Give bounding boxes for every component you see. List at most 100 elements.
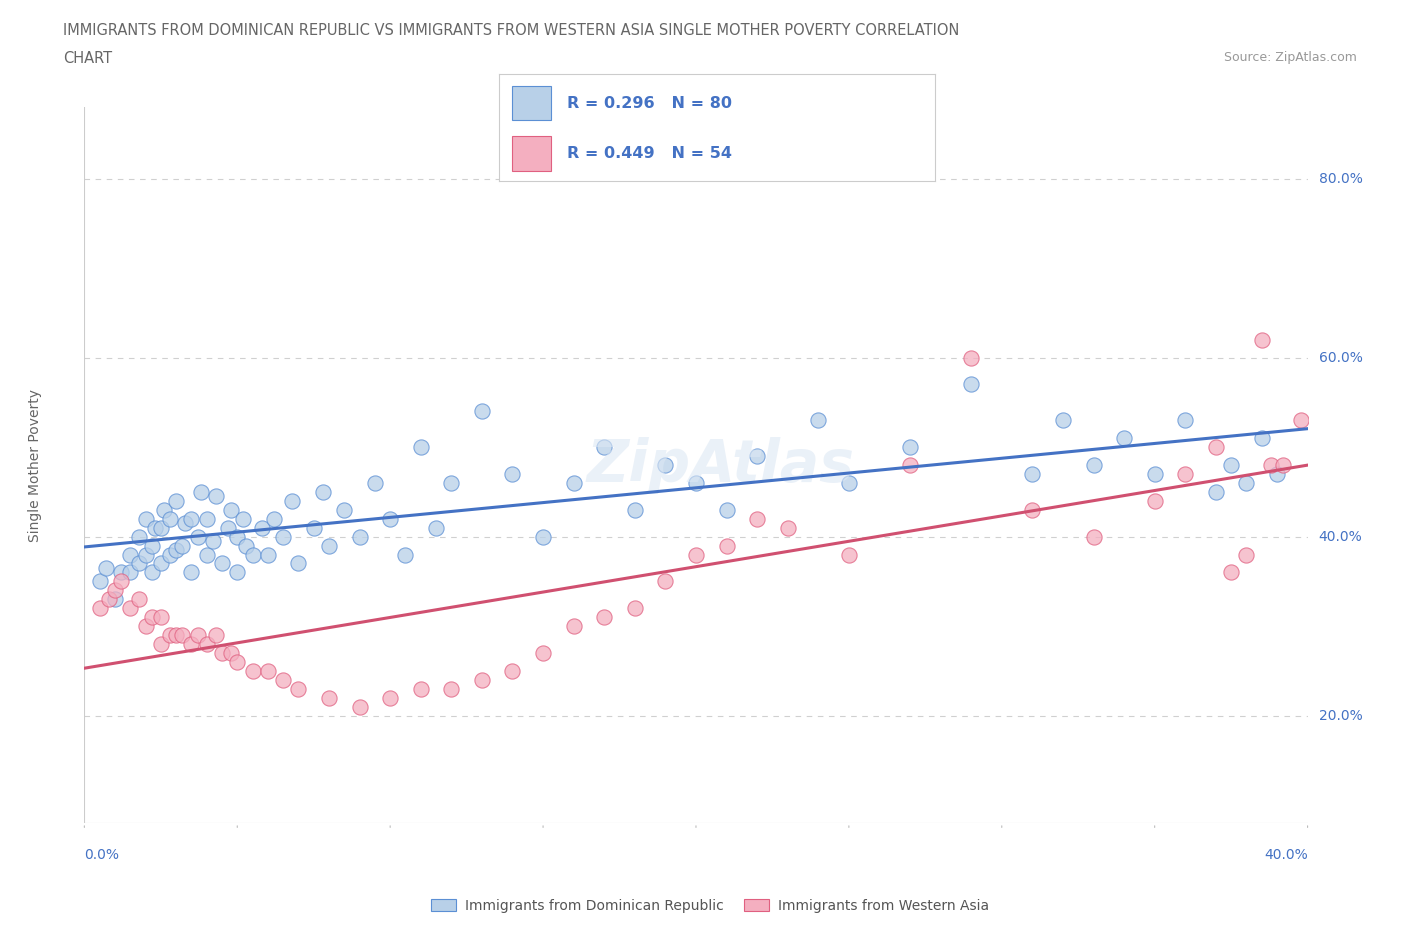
Point: [104, 583, 127, 598]
Point: [120, 565, 142, 580]
Point: [1052, 413, 1074, 428]
Point: [1174, 467, 1197, 482]
Point: [440, 682, 463, 697]
Point: [471, 404, 494, 418]
Point: [141, 610, 163, 625]
Point: [1021, 502, 1043, 517]
Point: [205, 628, 228, 643]
Point: [226, 529, 249, 544]
Point: [149, 610, 172, 625]
Point: [502, 467, 524, 482]
Point: [898, 458, 921, 472]
Point: [380, 690, 402, 705]
Point: [159, 628, 181, 643]
Point: [747, 448, 769, 463]
Point: [263, 512, 285, 526]
Text: R = 0.296   N = 80: R = 0.296 N = 80: [567, 96, 731, 111]
Point: [211, 645, 233, 660]
Point: [135, 547, 157, 562]
Point: [1083, 529, 1105, 544]
Point: [807, 413, 830, 428]
Point: [409, 682, 432, 697]
Legend: Immigrants from Dominican Republic, Immigrants from Western Asia: Immigrants from Dominican Republic, Immi…: [426, 894, 994, 919]
Point: [180, 637, 202, 652]
Point: [89, 601, 111, 616]
Point: [333, 502, 356, 517]
Point: [180, 565, 202, 580]
Point: [110, 574, 132, 589]
Point: [149, 637, 172, 652]
Point: [211, 556, 233, 571]
Point: [153, 502, 176, 517]
Point: [219, 645, 242, 660]
Point: [747, 512, 769, 526]
Point: [531, 529, 554, 544]
Point: [898, 440, 921, 455]
Point: [287, 556, 309, 571]
Point: [302, 520, 325, 535]
Text: 80.0%: 80.0%: [1319, 171, 1362, 186]
Point: [205, 489, 228, 504]
Text: R = 0.449   N = 54: R = 0.449 N = 54: [567, 146, 731, 161]
Point: [242, 663, 264, 678]
Point: [165, 493, 187, 508]
Point: [1220, 565, 1243, 580]
Text: Single Mother Poverty: Single Mother Poverty: [28, 389, 42, 541]
Point: [128, 556, 150, 571]
Text: Source: ZipAtlas.com: Source: ZipAtlas.com: [1223, 51, 1357, 64]
Point: [562, 475, 585, 490]
Point: [654, 574, 676, 589]
Point: [349, 699, 371, 714]
Point: [1265, 467, 1288, 482]
Point: [960, 377, 983, 392]
Point: [257, 547, 280, 562]
Text: CHART: CHART: [63, 51, 112, 66]
Point: [1272, 458, 1295, 472]
Point: [232, 512, 254, 526]
Point: [776, 520, 799, 535]
Point: [281, 493, 304, 508]
Point: [201, 534, 224, 549]
Point: [174, 516, 197, 531]
Text: 60.0%: 60.0%: [1319, 351, 1362, 365]
Point: [593, 610, 616, 625]
Point: [195, 512, 218, 526]
Point: [1234, 547, 1257, 562]
Point: [159, 512, 181, 526]
Point: [1220, 458, 1243, 472]
Point: [409, 440, 432, 455]
Point: [312, 485, 335, 499]
Point: [195, 547, 218, 562]
Point: [394, 547, 416, 562]
Point: [165, 542, 187, 557]
Point: [287, 682, 309, 697]
Point: [165, 628, 187, 643]
Text: 0.0%: 0.0%: [84, 848, 120, 862]
Point: [226, 565, 249, 580]
Point: [271, 529, 294, 544]
FancyBboxPatch shape: [512, 86, 551, 120]
Point: [1234, 475, 1257, 490]
Point: [195, 637, 218, 652]
Point: [217, 520, 239, 535]
Text: 40.0%: 40.0%: [1264, 848, 1308, 862]
Point: [172, 628, 194, 643]
Point: [159, 547, 181, 562]
Point: [471, 672, 494, 687]
Point: [1083, 458, 1105, 472]
Point: [120, 547, 142, 562]
Point: [1205, 485, 1227, 499]
Point: [685, 547, 707, 562]
Point: [97, 591, 120, 606]
Point: [624, 601, 647, 616]
Point: [349, 529, 371, 544]
Text: 20.0%: 20.0%: [1319, 709, 1362, 723]
Point: [838, 475, 860, 490]
Point: [318, 690, 340, 705]
Point: [141, 538, 163, 553]
Text: 40.0%: 40.0%: [1319, 529, 1362, 544]
Point: [593, 440, 616, 455]
FancyBboxPatch shape: [512, 137, 551, 171]
Point: [1250, 431, 1272, 445]
Point: [838, 547, 860, 562]
